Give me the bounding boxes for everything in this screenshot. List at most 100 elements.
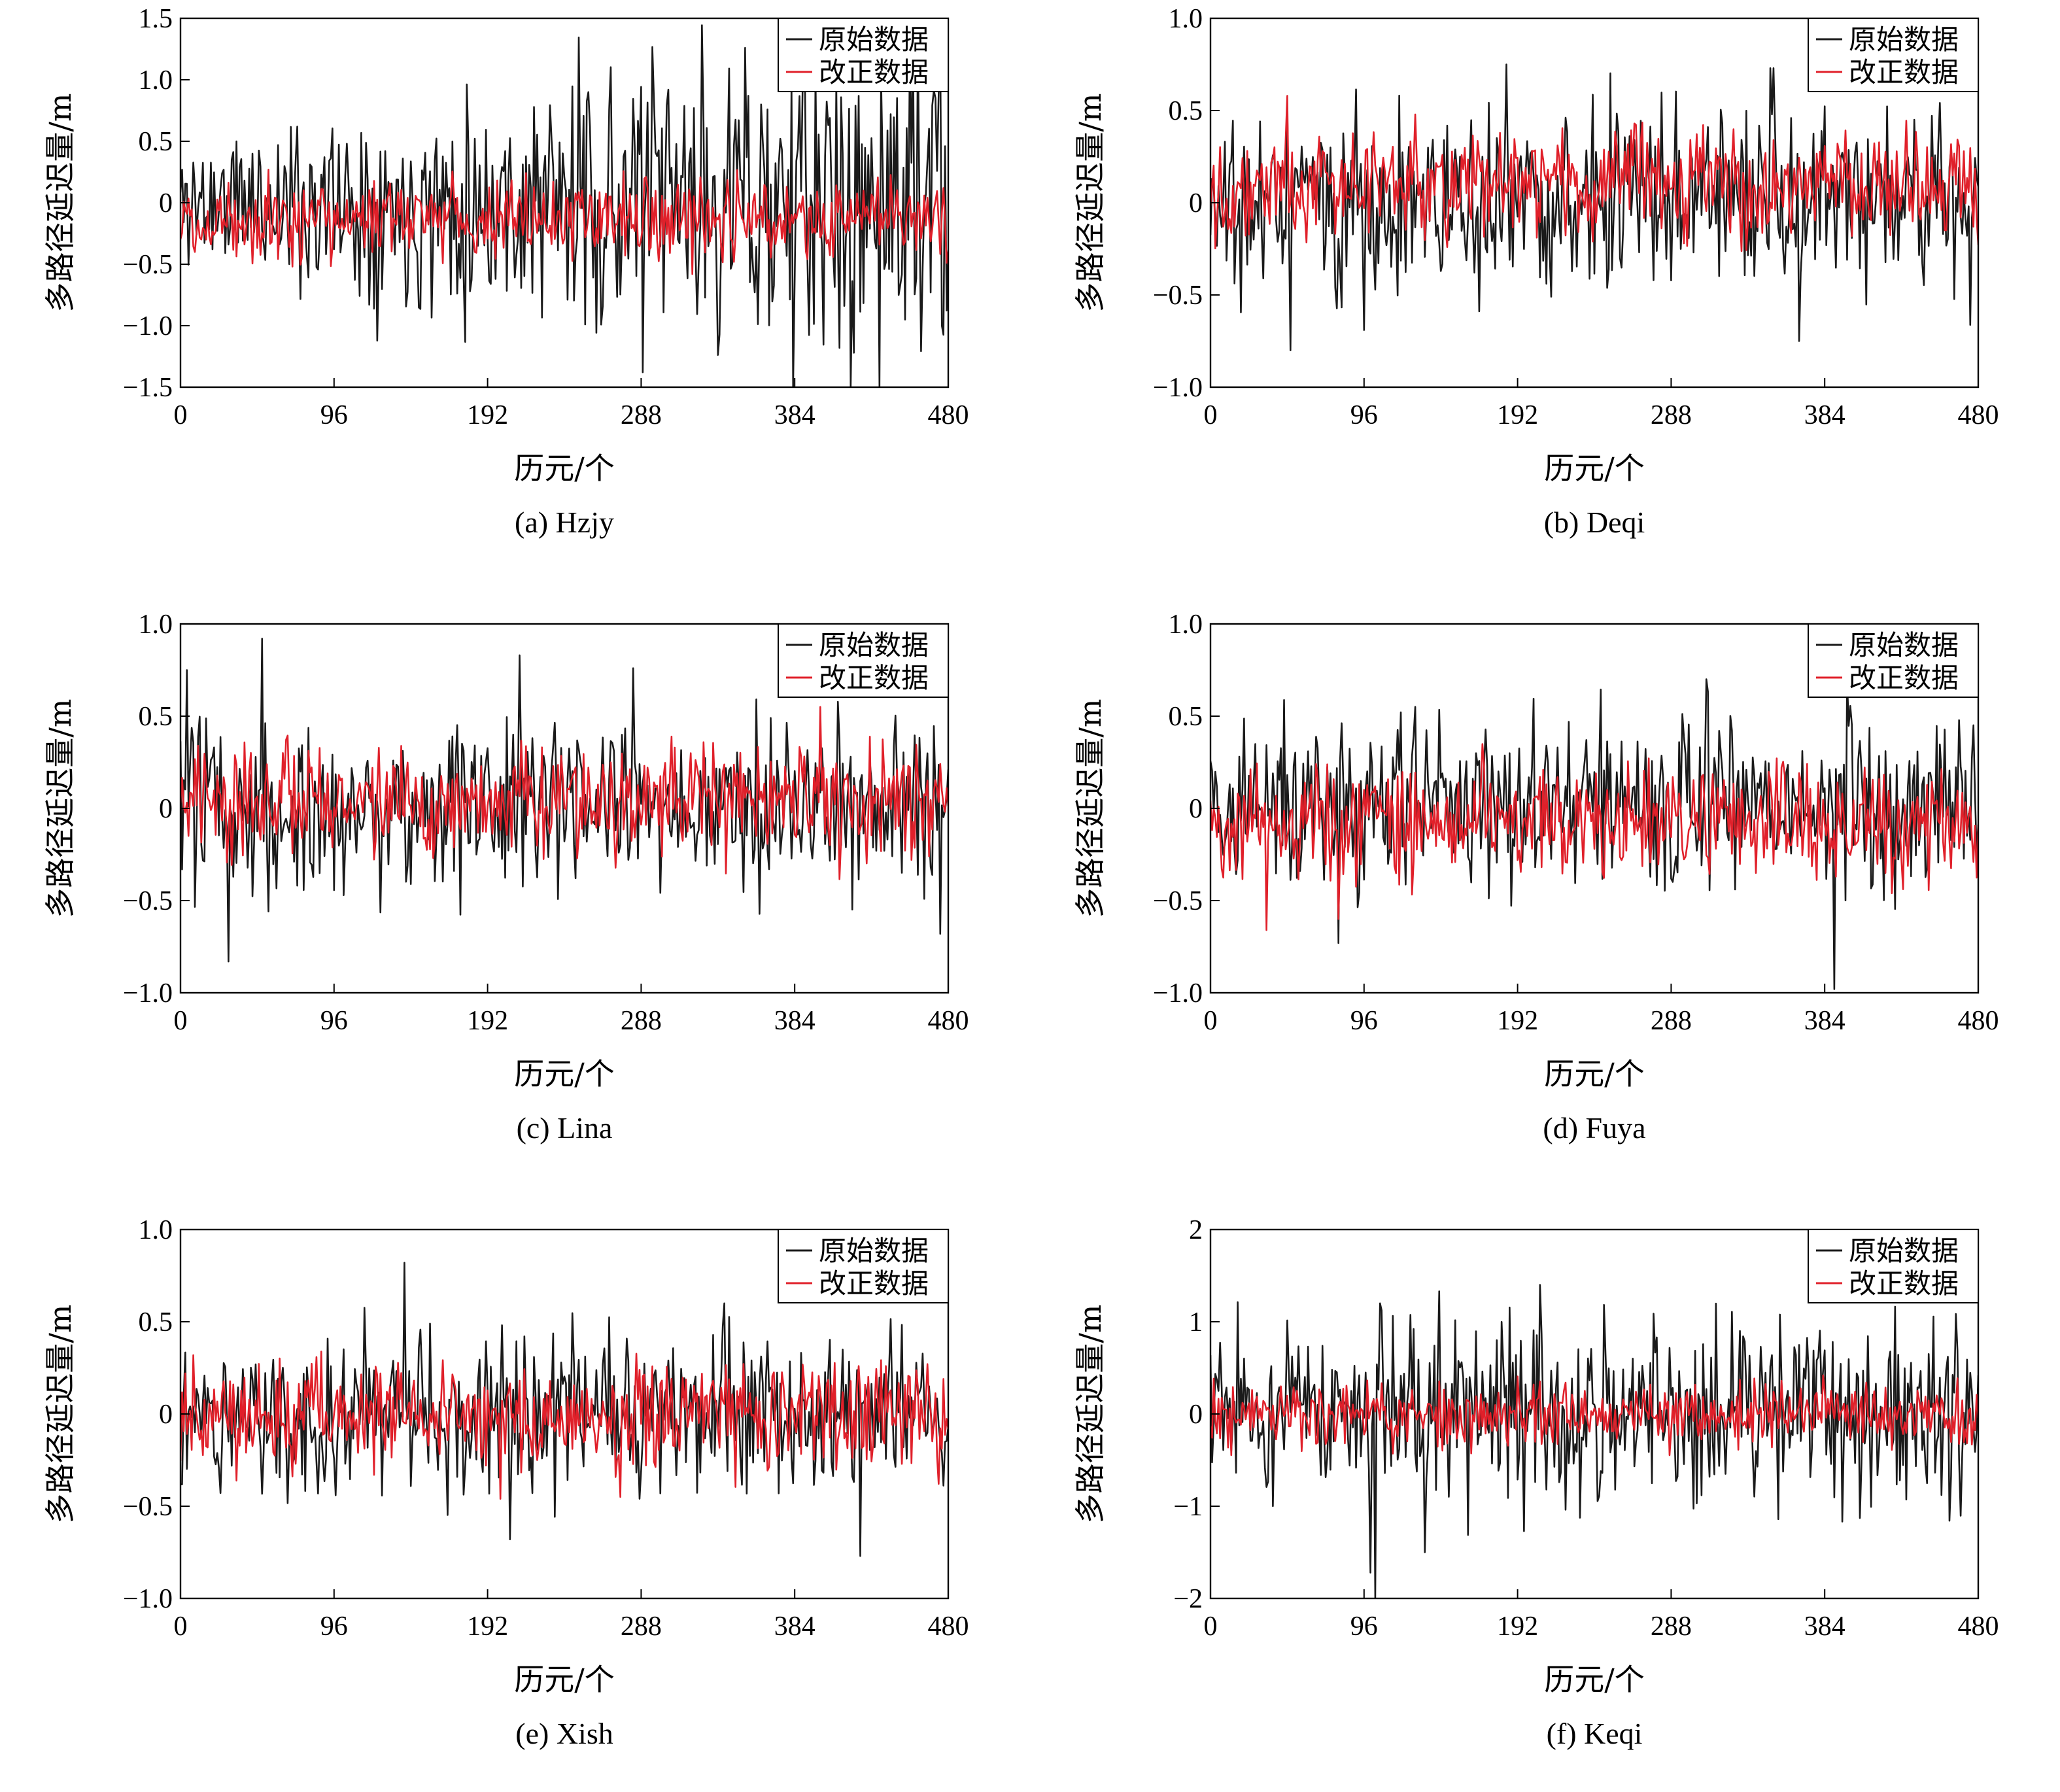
chart-svg: 0 96 192 288 384 480 −2 −1 0 1 2 历元/个 多路径延迟量/m (f) Ke… bbox=[1073, 1215, 1999, 1750]
y-tick-label: −1.0 bbox=[123, 311, 173, 341]
y-tick-label: −0.5 bbox=[1153, 281, 1203, 311]
y-tick-label: 2 bbox=[1189, 1215, 1203, 1245]
x-tick-label: 480 bbox=[1958, 400, 1999, 430]
x-tick-label: 384 bbox=[774, 400, 815, 430]
chart-panel: 0 96 192 288 384 480 −1.0 −0.5 0 0.5 1.0 历元/个 多路径延迟量… bbox=[1030, 0, 2060, 581]
chart-svg: 0 96 192 288 384 480 −1.0 −0.5 0 0.5 1.0 历元/个 多路径延迟量… bbox=[43, 610, 969, 1145]
legend-entry-original-label: 原始数据 bbox=[1849, 629, 1959, 661]
x-tick-label: 192 bbox=[467, 1611, 508, 1642]
y-tick-label: 1.0 bbox=[139, 610, 173, 640]
x-tick-label: 0 bbox=[1204, 1006, 1218, 1036]
legend-entry-corrected-label: 改正数据 bbox=[819, 1267, 929, 1300]
panel-caption: (b) Deqi bbox=[1544, 506, 1645, 539]
figure: 0 96 192 288 384 480 −1.5 −1.0 −0.5 0 0.5 1.0 1.5 历元/… bbox=[0, 0, 2060, 1750]
y-tick-label: 1.5 bbox=[139, 4, 173, 34]
y-axis-label: 多路径延迟量/m bbox=[43, 93, 78, 312]
series-line-original bbox=[1210, 63, 1978, 351]
y-axis-label: 多路径延迟量/m bbox=[1073, 1304, 1108, 1523]
y-tick-label: 0.5 bbox=[1169, 96, 1203, 126]
x-tick-label: 288 bbox=[621, 1611, 662, 1642]
x-axis-label: 历元/个 bbox=[1544, 1056, 1645, 1092]
x-tick-label: 480 bbox=[928, 400, 969, 430]
y-tick-label: 0.5 bbox=[139, 127, 173, 157]
legend-box bbox=[1808, 1229, 1979, 1303]
y-tick-label: −0.5 bbox=[123, 886, 173, 916]
y-tick-label: 0.5 bbox=[139, 1307, 173, 1337]
series-line-corrected bbox=[180, 1351, 948, 1500]
y-tick-label: −2 bbox=[1173, 1584, 1203, 1614]
x-tick-label: 96 bbox=[1350, 1006, 1378, 1036]
x-tick-label: 480 bbox=[1958, 1611, 1999, 1642]
legend-box bbox=[778, 623, 949, 698]
x-tick-label: 480 bbox=[928, 1006, 969, 1036]
x-tick-label: 480 bbox=[928, 1611, 969, 1642]
x-tick-label: 192 bbox=[467, 400, 508, 430]
y-tick-label: 1.0 bbox=[139, 1215, 173, 1245]
legend-entry-original-label: 原始数据 bbox=[819, 629, 929, 661]
y-tick-label: 0 bbox=[159, 1400, 173, 1430]
legend-entry-corrected-label: 改正数据 bbox=[1849, 1267, 1959, 1300]
panel-caption: (f) Keqi bbox=[1547, 1717, 1643, 1750]
x-tick-label: 192 bbox=[1497, 1006, 1538, 1036]
series-line-original bbox=[1210, 678, 1978, 990]
chart-svg: 0 96 192 288 384 480 −1.5 −1.0 −0.5 0 0.5 1.0 1.5 历元/… bbox=[43, 4, 969, 539]
x-tick-label: 288 bbox=[1651, 400, 1692, 430]
chart-panel: 0 96 192 288 384 480 −1.0 −0.5 0 0.5 1.0 历元/个 多路径延迟量… bbox=[0, 1211, 1030, 1792]
x-tick-label: 96 bbox=[1350, 1611, 1378, 1642]
series-line-original bbox=[1210, 1284, 1978, 1598]
series-line-corrected bbox=[180, 168, 948, 275]
x-axis-label: 历元/个 bbox=[514, 451, 615, 486]
y-tick-label: 0 bbox=[1189, 188, 1203, 218]
y-tick-label: −1.0 bbox=[123, 1584, 173, 1614]
x-tick-label: 384 bbox=[774, 1006, 815, 1036]
chart-svg: 0 96 192 288 384 480 −1.0 −0.5 0 0.5 1.0 历元/个 多路径延迟量… bbox=[43, 1215, 969, 1750]
legend-entry-original-label: 原始数据 bbox=[1849, 24, 1959, 56]
x-tick-label: 0 bbox=[1204, 1611, 1218, 1642]
x-tick-label: 0 bbox=[174, 1611, 188, 1642]
y-tick-label: 0.5 bbox=[1169, 702, 1203, 732]
x-tick-label: 96 bbox=[320, 1006, 348, 1036]
x-tick-label: 288 bbox=[621, 1006, 662, 1036]
legend-entry-corrected-label: 改正数据 bbox=[819, 662, 929, 694]
x-tick-label: 192 bbox=[467, 1006, 508, 1036]
x-tick-label: 384 bbox=[1804, 1611, 1845, 1642]
x-tick-label: 384 bbox=[1804, 1006, 1845, 1036]
x-tick-label: 384 bbox=[774, 1611, 815, 1642]
y-axis-label: 多路径延迟量/m bbox=[43, 698, 78, 918]
chart-svg: 0 96 192 288 384 480 −1.0 −0.5 0 0.5 1.0 历元/个 多路径延迟量… bbox=[1073, 610, 1999, 1145]
legend-entry-original-label: 原始数据 bbox=[819, 1235, 929, 1267]
x-axis-label: 历元/个 bbox=[1544, 1662, 1645, 1697]
chart-panel: 0 96 192 288 384 480 −1.0 −0.5 0 0.5 1.0 历元/个 多路径延迟量… bbox=[1030, 606, 2060, 1186]
legend-box bbox=[778, 18, 949, 92]
legend-entry-corrected-label: 改正数据 bbox=[819, 56, 929, 88]
series-line-corrected bbox=[1210, 95, 1978, 252]
chart-panel: 0 96 192 288 384 480 −1.0 −0.5 0 0.5 1.0 历元/个 多路径延迟量… bbox=[0, 606, 1030, 1186]
y-tick-label: −1.0 bbox=[1153, 373, 1203, 403]
series-line-original bbox=[180, 18, 948, 387]
series-line-corrected bbox=[1210, 1374, 1978, 1456]
y-tick-label: −1.5 bbox=[123, 373, 173, 403]
series-line-corrected bbox=[1210, 743, 1978, 931]
legend-box bbox=[1808, 623, 1979, 698]
chart-panel: 0 96 192 288 384 480 −1.5 −1.0 −0.5 0 0.5 1.0 1.5 历元/… bbox=[0, 0, 1030, 581]
x-axis-label: 历元/个 bbox=[1544, 451, 1645, 486]
y-tick-label: −0.5 bbox=[123, 1492, 173, 1522]
y-tick-label: 0.5 bbox=[139, 702, 173, 732]
y-axis-label: 多路径延迟量/m bbox=[1073, 93, 1108, 312]
y-tick-label: −0.5 bbox=[123, 250, 173, 280]
x-tick-label: 96 bbox=[1350, 400, 1378, 430]
panel-caption: (c) Lina bbox=[517, 1111, 613, 1145]
y-tick-label: 1.0 bbox=[139, 65, 173, 95]
y-tick-label: 0 bbox=[1189, 794, 1203, 824]
y-tick-label: 1.0 bbox=[1169, 610, 1203, 640]
panel-caption: (a) Hzjy bbox=[515, 506, 614, 539]
x-tick-label: 192 bbox=[1497, 400, 1538, 430]
chart-panel: 0 96 192 288 384 480 −2 −1 0 1 2 历元/个 多路径延迟量/m (f) Ke… bbox=[1030, 1211, 2060, 1792]
y-tick-label: 1.0 bbox=[1169, 4, 1203, 34]
x-axis-label: 历元/个 bbox=[514, 1662, 615, 1697]
x-tick-label: 288 bbox=[1651, 1006, 1692, 1036]
x-tick-label: 96 bbox=[320, 1611, 348, 1642]
x-axis-label: 历元/个 bbox=[514, 1056, 615, 1092]
panel-caption: (e) Xish bbox=[515, 1717, 613, 1750]
x-tick-label: 384 bbox=[1804, 400, 1845, 430]
